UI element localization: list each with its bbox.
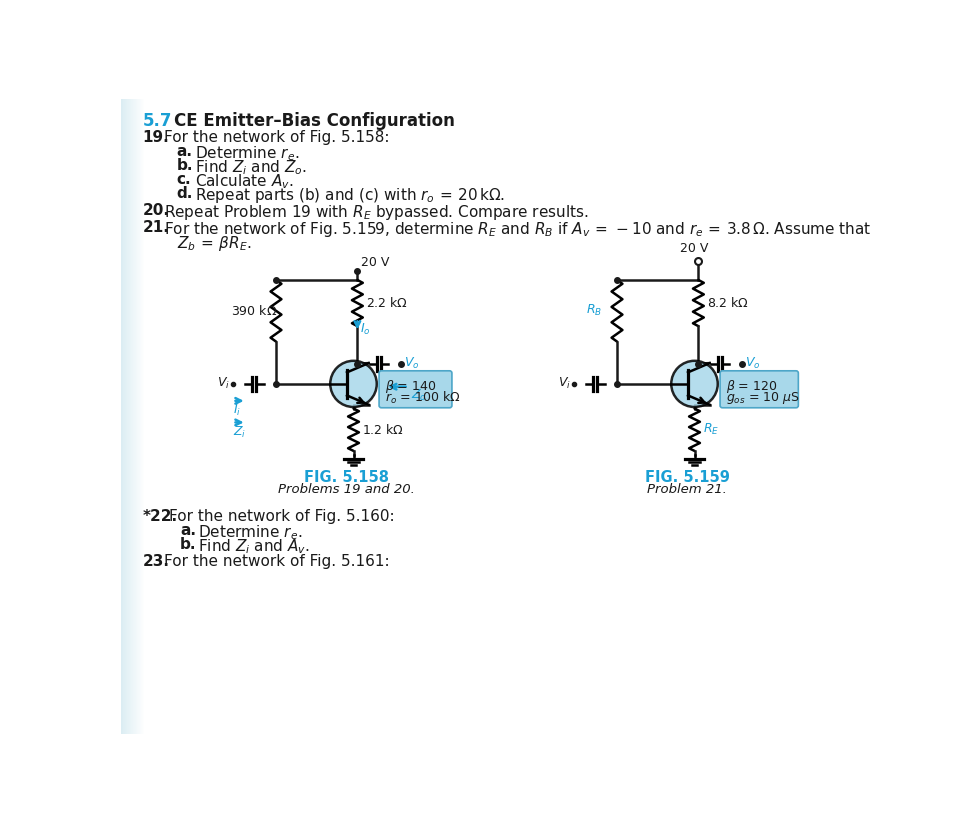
- Text: 2.2 k$\Omega$: 2.2 k$\Omega$: [366, 296, 408, 310]
- Text: $Z_b\,=\,\beta R_E$.: $Z_b\,=\,\beta R_E$.: [177, 233, 252, 252]
- Text: a.: a.: [180, 523, 196, 538]
- Text: Problems 19 and 20.: Problems 19 and 20.: [278, 483, 414, 496]
- Text: $V_o$: $V_o$: [404, 356, 419, 371]
- Text: $I_i$: $I_i$: [233, 403, 241, 418]
- Text: 19.: 19.: [142, 130, 169, 145]
- Text: $I_o$: $I_o$: [360, 322, 371, 337]
- Text: Calculate $A_v$.: Calculate $A_v$.: [196, 172, 294, 191]
- Text: $V_i$: $V_i$: [558, 376, 570, 391]
- Text: $R_E$: $R_E$: [703, 422, 719, 437]
- Text: Determine $r_e$.: Determine $r_e$.: [198, 523, 303, 542]
- Text: Find $Z_i$ and $A_v$.: Find $Z_i$ and $A_v$.: [198, 537, 311, 556]
- Text: For the network of Fig. 5.161:: For the network of Fig. 5.161:: [165, 554, 390, 569]
- Text: $V_i$: $V_i$: [217, 376, 229, 391]
- Text: Repeat parts (b) and (c) with $r_o\,=\,20\,\mathrm{k}\Omega$.: Repeat parts (b) and (c) with $r_o\,=\,2…: [196, 186, 505, 205]
- Text: $V_o$: $V_o$: [744, 356, 761, 371]
- Text: 5.7: 5.7: [142, 112, 172, 130]
- Text: a.: a.: [177, 144, 193, 159]
- Text: FIG. 5.158: FIG. 5.158: [304, 470, 388, 485]
- Text: 390 k$\Omega$: 390 k$\Omega$: [231, 304, 277, 318]
- Text: d.: d.: [177, 186, 194, 201]
- Text: Find $Z_i$ and $Z_o$.: Find $Z_i$ and $Z_o$.: [196, 158, 308, 177]
- Text: $\beta$ = 140: $\beta$ = 140: [385, 378, 437, 394]
- Text: *22.: *22.: [142, 509, 178, 524]
- Text: 20.: 20.: [142, 203, 169, 218]
- Text: FIG. 5.159: FIG. 5.159: [645, 470, 730, 485]
- FancyBboxPatch shape: [379, 370, 452, 408]
- Text: Determine $r_e$.: Determine $r_e$.: [196, 144, 300, 163]
- Text: For the network of Fig. 5.158:: For the network of Fig. 5.158:: [165, 130, 390, 145]
- Text: $r_o$ = 100 k$\Omega$: $r_o$ = 100 k$\Omega$: [385, 390, 461, 406]
- Text: 20 V: 20 V: [681, 242, 709, 255]
- Ellipse shape: [671, 361, 717, 407]
- Text: Repeat Problem 19 with $R_E$ bypassed. Compare results.: Repeat Problem 19 with $R_E$ bypassed. C…: [165, 203, 589, 222]
- Text: $Z_i$: $Z_i$: [233, 425, 247, 440]
- Text: 8.2 k$\Omega$: 8.2 k$\Omega$: [707, 296, 748, 310]
- Text: $Z_o$: $Z_o$: [410, 389, 427, 403]
- Text: Problem 21.: Problem 21.: [648, 483, 727, 496]
- Text: b.: b.: [177, 158, 194, 173]
- Text: 1.2 k$\Omega$: 1.2 k$\Omega$: [362, 422, 404, 436]
- Text: $\beta$ = 120: $\beta$ = 120: [726, 378, 777, 394]
- Ellipse shape: [330, 361, 377, 407]
- Text: 23.: 23.: [142, 554, 169, 569]
- FancyBboxPatch shape: [720, 370, 799, 408]
- Text: b.: b.: [180, 537, 197, 552]
- Text: For the network of Fig. 5.160:: For the network of Fig. 5.160:: [169, 509, 395, 524]
- Text: CE Emitter–Bias Configuration: CE Emitter–Bias Configuration: [173, 112, 455, 130]
- Text: $g_{os}$ = 10 $\mu$S: $g_{os}$ = 10 $\mu$S: [726, 390, 800, 406]
- Text: $R_B$: $R_B$: [586, 304, 602, 318]
- Text: For the network of Fig. 5.159, determine $R_E$ and $R_B$ if $A_v\,=\,-10$ and $r: For the network of Fig. 5.159, determine…: [165, 220, 872, 239]
- Text: 20 V: 20 V: [361, 257, 390, 269]
- Text: c.: c.: [177, 172, 192, 187]
- Text: 21.: 21.: [142, 220, 169, 235]
